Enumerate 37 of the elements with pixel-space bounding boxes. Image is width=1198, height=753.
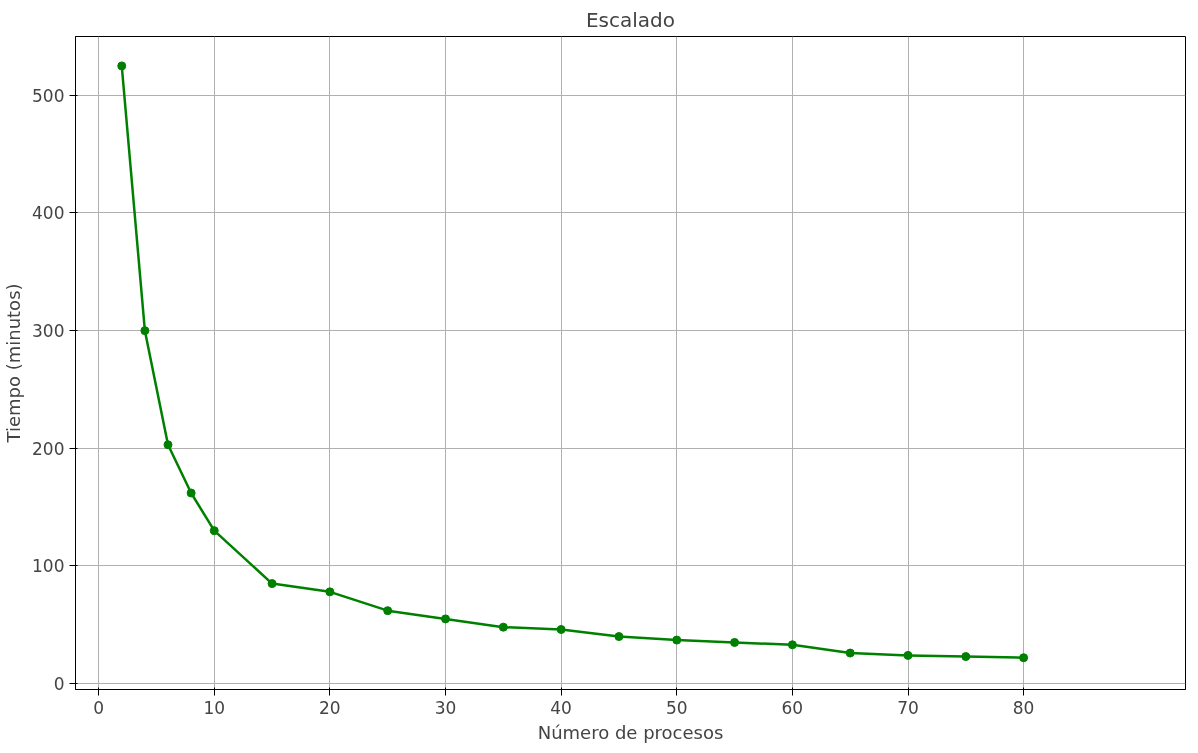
- x-tick-label: 40: [550, 697, 572, 718]
- y-axis-title: Tiempo (minutos): [3, 283, 25, 444]
- point: [163, 440, 173, 450]
- point: [614, 632, 624, 642]
- y-tick-label: 300: [32, 321, 65, 342]
- point: [961, 652, 971, 662]
- x-axis-title: Número de procesos: [537, 721, 724, 743]
- x-tick-label: 50: [665, 697, 688, 718]
- x-tick-label: 60: [781, 697, 804, 718]
- chart-title: Escalado: [585, 7, 676, 32]
- y-tick-label: 0: [53, 674, 65, 695]
- point: [117, 61, 127, 71]
- point: [325, 587, 335, 597]
- x-tick-label: 20: [319, 697, 341, 718]
- point: [556, 625, 566, 634]
- point: [730, 637, 740, 647]
- point: [209, 526, 219, 536]
- x-tick-label: 10: [203, 697, 226, 718]
- point: [267, 579, 277, 589]
- point: [140, 326, 150, 336]
- point: [672, 635, 682, 645]
- x-tick-label: 30: [434, 697, 457, 718]
- point: [441, 614, 450, 624]
- y-tick-label: 100: [32, 556, 65, 577]
- y-tick-label: 400: [32, 203, 65, 224]
- point: [498, 622, 508, 632]
- x-tick-label: 80: [1012, 697, 1035, 718]
- point: [903, 650, 913, 660]
- x-tick-label: 0: [93, 697, 105, 718]
- x-tick-label: 70: [897, 697, 919, 718]
- point: [186, 488, 196, 498]
- y-tick-label: 200: [32, 438, 65, 459]
- point: [1019, 653, 1029, 663]
- point: [787, 640, 797, 650]
- point: [383, 606, 393, 616]
- point: [845, 648, 855, 658]
- y-tick-label: 500: [32, 85, 65, 106]
